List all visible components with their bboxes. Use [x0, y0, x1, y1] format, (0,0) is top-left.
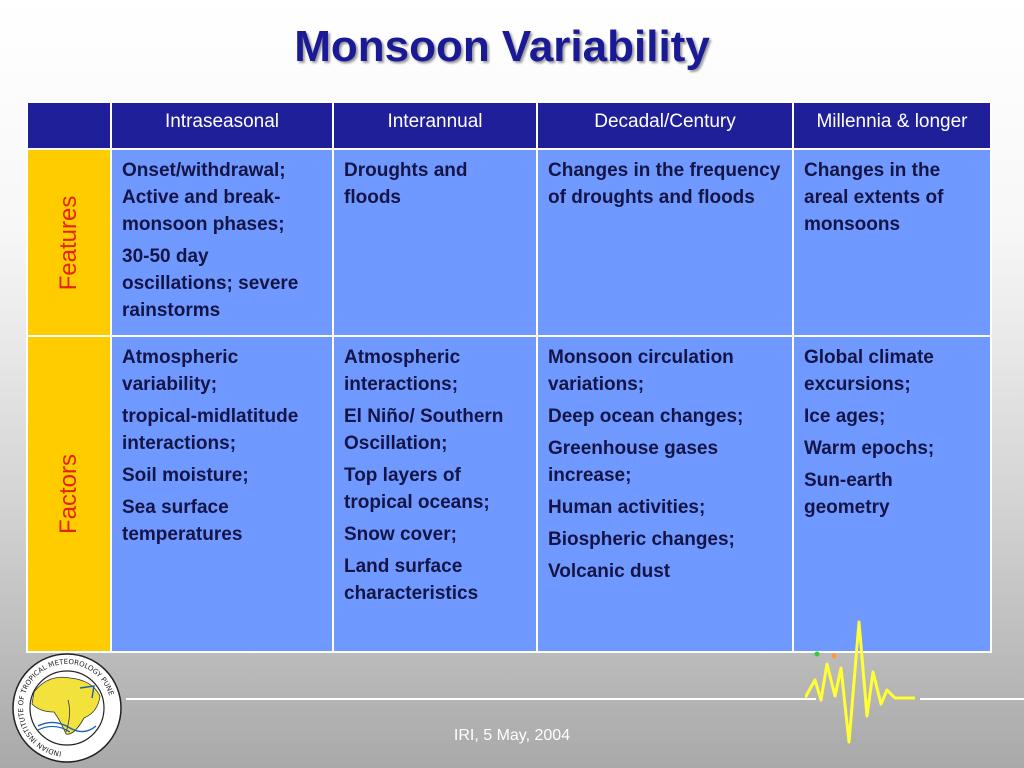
cell-line: Greenhouse gases increase;: [548, 438, 719, 486]
cell-line: Droughts and floods: [344, 160, 468, 208]
cell-line: Land surface characteristics: [344, 556, 479, 604]
table-header-row: Intraseasonal Interannual Decadal/Centur…: [26, 101, 992, 150]
features-intraseasonal-cell: Onset/withdrawal; Active and break-monso…: [110, 148, 334, 337]
features-decadal-cell: Changes in the frequency of droughts and…: [536, 148, 794, 337]
table-row-features: Features Onset/withdrawal; Active and br…: [26, 148, 992, 337]
factors-millennia-cell: Global climate excursions; Ice ages; War…: [792, 335, 992, 653]
cell-line: Snow cover;: [344, 524, 457, 545]
cell-line: Changes in the areal extents of monsoons: [804, 160, 944, 235]
header-intraseasonal: Intraseasonal: [110, 101, 334, 150]
row-label-features: Features: [26, 148, 112, 337]
header-empty-cell: [26, 101, 112, 150]
cell-line: Ice ages;: [804, 406, 886, 427]
factors-label: Factors: [55, 453, 82, 535]
cell-line: Deep ocean changes;: [548, 406, 744, 427]
features-label: Features: [55, 195, 82, 290]
table-row-factors: Factors Atmospheric variability; tropica…: [26, 335, 992, 653]
cell-line: Atmospheric variability;: [122, 347, 239, 395]
header-millennia: Millennia & longer: [792, 101, 992, 150]
cell-line: Warm epochs;: [804, 438, 935, 459]
factors-interannual-cell: Atmospheric interactions; El Niño/ South…: [332, 335, 538, 653]
cell-line: Soil moisture;: [122, 465, 249, 486]
footer-line: [126, 698, 816, 700]
cell-line: 30-50 day oscillations; severe rainstorm…: [122, 246, 299, 321]
features-millennia-cell: Changes in the areal extents of monsoons: [792, 148, 992, 337]
footer-line: [920, 698, 1024, 700]
cell-line: Human activities;: [548, 497, 706, 518]
cell-line: Global climate excursions;: [804, 347, 934, 395]
cell-line: Atmospheric interactions;: [344, 347, 461, 395]
cell-line: Changes in the frequency of droughts and…: [548, 160, 781, 208]
monsoon-variability-table: Intraseasonal Interannual Decadal/Centur…: [26, 101, 992, 653]
factors-intraseasonal-cell: Atmospheric variability; tropical-midlat…: [110, 335, 334, 653]
features-interannual-cell: Droughts and floods: [332, 148, 538, 337]
row-label-factors: Factors: [26, 335, 112, 653]
slide-title: Monsoon Variability: [294, 22, 710, 71]
cell-line: El Niño/ Southern Oscillation;: [344, 406, 504, 454]
header-decadal-century: Decadal/Century: [536, 101, 794, 150]
seismograph-wave: [805, 620, 915, 744]
cell-line: tropical-midlatitude interactions;: [122, 406, 299, 454]
cell-line: Sea surface temperatures: [122, 497, 243, 545]
cell-line: Sun-earth geometry: [804, 470, 893, 518]
cell-line: Biospheric changes;: [548, 529, 735, 550]
cell-line: Onset/withdrawal; Active and break-monso…: [122, 160, 286, 235]
cell-line: Monsoon circulation variations;: [548, 347, 734, 395]
header-interannual: Interannual: [332, 101, 538, 150]
cell-line: Volcanic dust: [548, 561, 671, 582]
cell-line: Top layers of tropical oceans;: [344, 465, 490, 513]
iitm-logo: INDIAN INSTITUTE OF TROPICAL METEOROLOGY…: [12, 653, 122, 763]
footer-caption: IRI, 5 May, 2004: [453, 727, 571, 744]
factors-decadal-cell: Monsoon circulation variations; Deep oce…: [536, 335, 794, 653]
